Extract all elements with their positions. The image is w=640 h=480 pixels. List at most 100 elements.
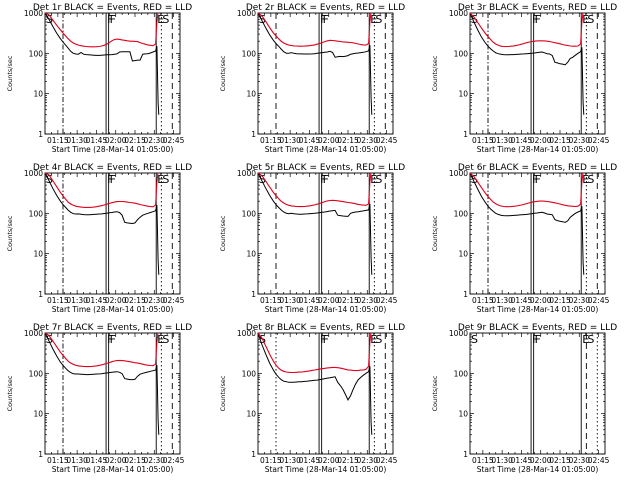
plot-frame — [469, 332, 606, 455]
x-tick-label: 02:45 — [163, 136, 185, 145]
panel-det-8: Det 8r BLACK = Events, RED = LLD 1 10 100 10… — [219, 323, 405, 474]
y-tick-label: 1 — [38, 450, 43, 459]
y-tick-label: 10 — [33, 250, 43, 259]
y-tick-label: 100 — [242, 369, 257, 378]
x-tick-label: 01:15 — [47, 456, 69, 465]
x-tick-label: 01:30 — [491, 136, 513, 145]
x-tick-label: 02:45 — [376, 136, 398, 145]
x-tick-label: 02:45 — [588, 136, 610, 145]
marker-label: F — [107, 173, 113, 186]
lld-series-line — [45, 13, 159, 48]
plot-frame — [469, 172, 606, 295]
panel-title: Det 3r BLACK = Events, RED = LLD — [458, 3, 617, 13]
y-tick-label: 1000 — [24, 169, 43, 178]
x-tick-label: 02:15 — [337, 296, 359, 305]
lld-series-line — [258, 13, 372, 47]
marker-label: E — [582, 173, 589, 186]
x-tick-label: 02:15 — [124, 296, 146, 305]
x-tick-label: 02:15 — [549, 456, 571, 465]
y-tick-label: 1 — [251, 130, 256, 139]
marker-label: S — [587, 333, 594, 346]
marker-label: F — [110, 173, 116, 186]
x-tick-label: 01:30 — [491, 296, 513, 305]
lld-series-line — [45, 173, 159, 208]
marker-label: F — [320, 333, 326, 346]
y-tick-label: 1000 — [24, 9, 43, 18]
marker-label: S — [587, 173, 594, 186]
y-axis-label: Counts/sec — [431, 215, 439, 251]
y-tick-label: 100 — [454, 49, 469, 58]
x-tick-label: 02:45 — [163, 456, 185, 465]
x-tick-label: 02:15 — [124, 456, 146, 465]
x-tick-label: 02:15 — [549, 296, 571, 305]
x-tick-label: 01:15 — [47, 136, 69, 145]
x-tick-label: 01:45 — [299, 136, 321, 145]
marker-label: F — [535, 333, 541, 346]
events-series-line — [258, 333, 373, 435]
x-tick-label: 01:15 — [260, 456, 282, 465]
x-tick-label: 02:00 — [318, 136, 340, 145]
y-tick-label: 100 — [29, 369, 44, 378]
x-tick-label: 01:30 — [66, 136, 88, 145]
x-tick-label: 02:00 — [530, 296, 552, 305]
marker-label: E — [582, 333, 589, 346]
x-tick-label: 01:30 — [279, 296, 301, 305]
marker-label: F — [110, 333, 116, 346]
marker-label: S — [162, 333, 169, 346]
y-tick-label: 10 — [458, 90, 468, 99]
y-tick-label: 100 — [454, 369, 469, 378]
y-tick-label: 100 — [242, 209, 257, 218]
x-tick-label: 02:45 — [163, 296, 185, 305]
y-tick-label: 10 — [458, 410, 468, 419]
x-axis-label: Start Time (28-Mar-14 01:05:00) — [265, 465, 387, 474]
lld-series-line — [470, 173, 584, 208]
marker-label: E — [370, 13, 377, 26]
y-axis-label: Counts/sec — [219, 55, 227, 91]
x-axis-label: Start Time (28-Mar-14 01:05:00) — [52, 145, 174, 154]
x-tick-label: 01:30 — [66, 456, 88, 465]
marker-label: F — [320, 13, 326, 26]
panel-det-7: Det 7r BLACK = Events, RED = LLD 1 10 100 10… — [6, 323, 192, 474]
marker-label: F — [110, 13, 116, 26]
x-tick-label: 02:00 — [105, 296, 127, 305]
lld-series-line — [45, 333, 159, 368]
y-tick-label: 1000 — [449, 9, 468, 18]
marker-label: F — [107, 333, 113, 346]
x-tick-label: 02:30 — [568, 296, 590, 305]
x-tick-label: 01:45 — [511, 456, 533, 465]
panel-det-6: Det 6r BLACK = Events, RED = LLD 1 10 100 10… — [431, 163, 617, 314]
panel-title: Det 4r BLACK = Events, RED = LLD — [33, 163, 192, 173]
marker-label: E — [370, 173, 377, 186]
x-tick-label: 01:15 — [260, 136, 282, 145]
marker-label: F — [535, 13, 541, 26]
marker-label: E — [157, 333, 164, 346]
x-tick-label: 02:30 — [356, 456, 378, 465]
x-tick-label: 02:15 — [124, 136, 146, 145]
x-tick-label: 02:00 — [105, 456, 127, 465]
x-tick-label: 01:15 — [472, 296, 494, 305]
lld-series-line — [258, 333, 372, 374]
x-axis-label: Start Time (28-Mar-14 01:05:00) — [477, 465, 599, 474]
panel-title: Det 9r BLACK = Events, RED = LLD — [458, 323, 617, 333]
events-series-line — [45, 13, 160, 115]
marker-label: S — [375, 173, 382, 186]
y-tick-label: 1000 — [449, 169, 468, 178]
marker-label: F — [107, 13, 113, 26]
y-axis-label: Counts/sec — [431, 375, 439, 411]
panel-title: Det 5r BLACK = Events, RED = LLD — [246, 163, 405, 173]
y-tick-label: 10 — [246, 410, 256, 419]
x-tick-label: 01:15 — [472, 136, 494, 145]
y-tick-label: 10 — [33, 410, 43, 419]
marker-label: S — [46, 333, 53, 346]
y-tick-label: 100 — [29, 209, 44, 218]
y-tick-label: 1 — [251, 450, 256, 459]
x-tick-label: 02:45 — [588, 456, 610, 465]
plot-frame — [44, 172, 181, 295]
events-series-line — [45, 333, 160, 435]
plot-frame — [257, 12, 394, 135]
x-tick-label: 02:15 — [337, 136, 359, 145]
events-series-line — [258, 13, 373, 115]
marker-label: F — [535, 173, 541, 186]
lld-series-line — [470, 13, 584, 48]
events-series-line — [470, 173, 585, 275]
